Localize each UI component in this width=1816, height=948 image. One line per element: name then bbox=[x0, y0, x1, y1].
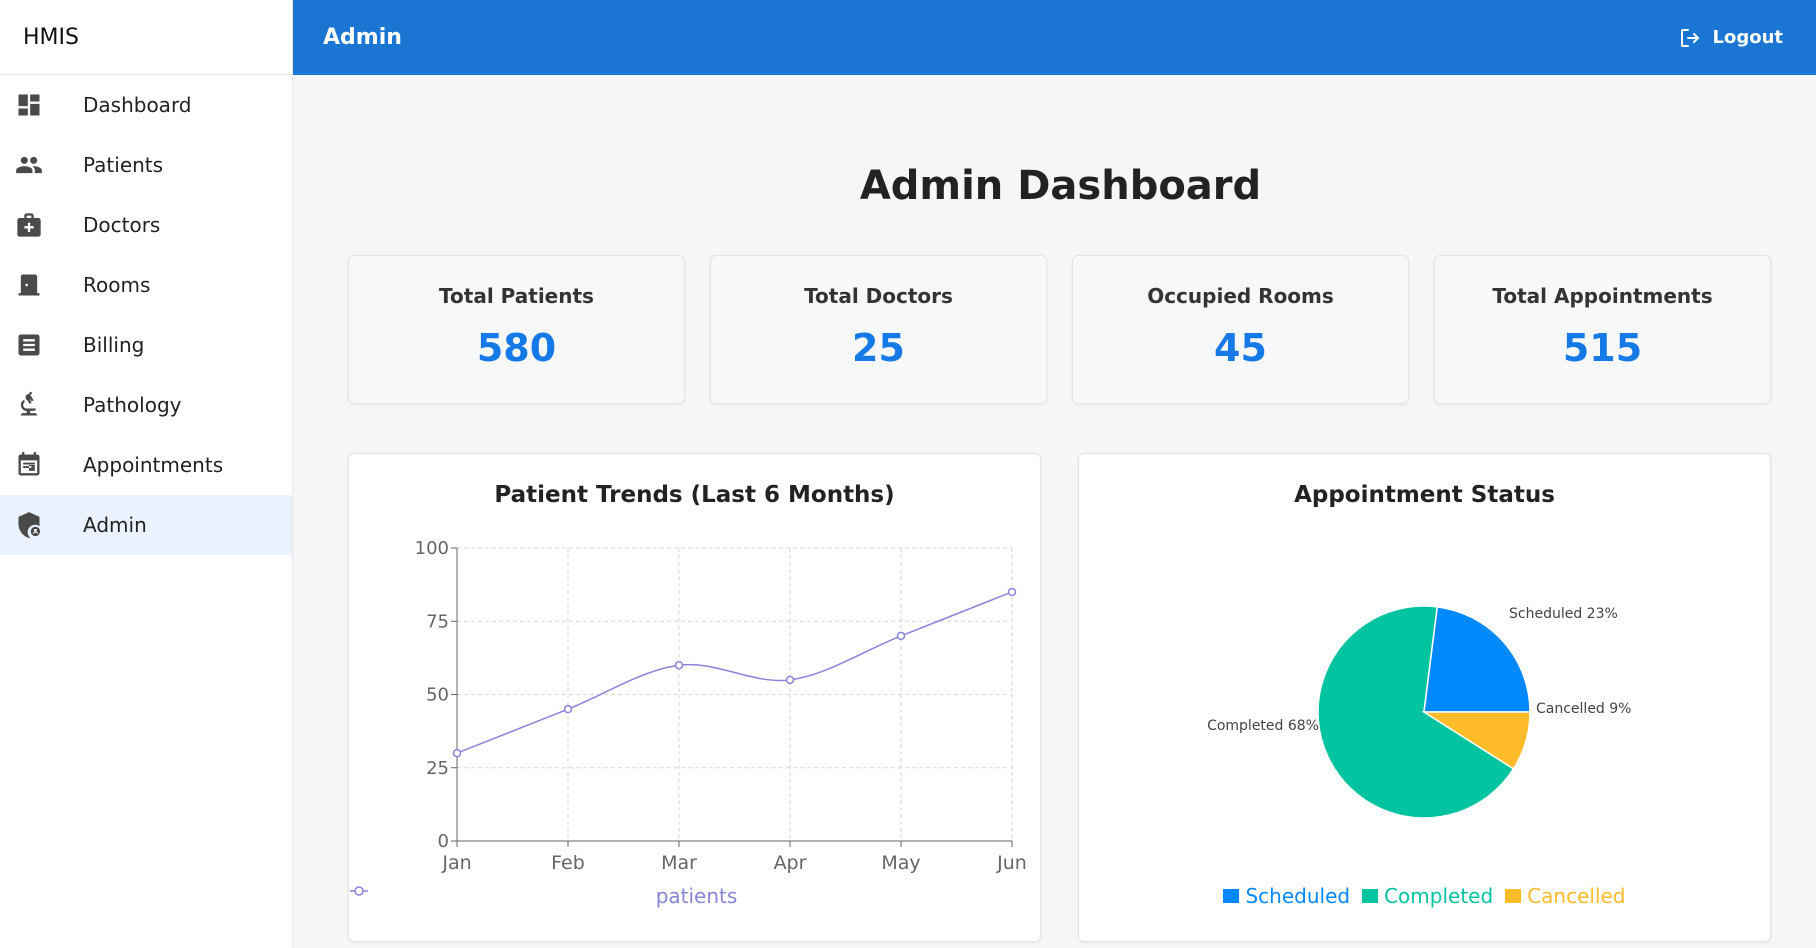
stat-value: 45 bbox=[1214, 326, 1267, 370]
x-tick-label: Jan bbox=[441, 852, 471, 874]
line-chart-legend: patients bbox=[349, 884, 1040, 908]
y-tick-label: 0 bbox=[438, 831, 449, 852]
sidebar-nav: Dashboard Patients Doctors Rooms Billing bbox=[0, 75, 292, 555]
logout-button[interactable]: Logout bbox=[1678, 26, 1783, 50]
x-tick-label: Mar bbox=[661, 852, 697, 874]
legend-item-patients[interactable]: patients bbox=[350, 884, 738, 908]
stat-title: Total Patients bbox=[439, 284, 594, 308]
legend-label: Cancelled bbox=[1527, 884, 1626, 908]
sidebar-item-billing[interactable]: Billing bbox=[0, 315, 292, 375]
sidebar-item-doctors[interactable]: Doctors bbox=[0, 195, 292, 255]
sidebar-item-label: Billing bbox=[83, 333, 145, 357]
main-content: Admin Dashboard Total Patients 580 Total… bbox=[293, 75, 1816, 948]
y-tick-label: 100 bbox=[415, 538, 449, 559]
sidebar-item-label: Dashboard bbox=[83, 93, 192, 117]
stat-value: 580 bbox=[476, 326, 557, 370]
stat-value: 25 bbox=[852, 326, 905, 370]
stat-card-total-patients: Total Patients 580 bbox=[348, 255, 685, 404]
slice-label: Completed 68% bbox=[1207, 718, 1319, 734]
data-point bbox=[452, 748, 462, 758]
chart-title: Patient Trends (Last 6 Months) bbox=[494, 482, 895, 508]
calendar-icon bbox=[14, 450, 44, 480]
data-point bbox=[1007, 587, 1017, 597]
page-title: Admin Dashboard bbox=[859, 163, 1262, 209]
people-icon bbox=[14, 150, 44, 180]
receipt-icon bbox=[14, 330, 44, 360]
pie-chart-legend: Scheduled Completed Cancelled bbox=[1079, 884, 1770, 908]
appointment-status-card: Appointment Status Scheduled 23% Complete… bbox=[1078, 453, 1771, 942]
section-title: Admin bbox=[323, 25, 402, 50]
y-tick-label: 50 bbox=[426, 685, 449, 706]
x-tick-label: Feb bbox=[551, 852, 585, 874]
legend-label: Completed bbox=[1384, 884, 1494, 908]
top-header: Admin Logout bbox=[293, 0, 1816, 75]
legend-swatch bbox=[1505, 889, 1522, 903]
stat-value: 515 bbox=[1562, 326, 1643, 370]
data-point bbox=[896, 631, 906, 641]
pie-slice-completed bbox=[1317, 605, 1515, 819]
line-legend-icon bbox=[350, 886, 368, 896]
sidebar: HMIS Dashboard Patients Doctors Rooms bbox=[0, 0, 293, 948]
brand-logo: HMIS bbox=[0, 0, 292, 75]
sidebar-item-label: Patients bbox=[83, 153, 164, 177]
x-tick-label: May bbox=[881, 852, 920, 874]
medical-bag-icon bbox=[14, 210, 44, 240]
stat-card-occupied-rooms: Occupied Rooms 45 bbox=[1072, 255, 1409, 404]
patient-trends-card: Patient Trends (Last 6 Months) 0 25 50 75 10… bbox=[348, 453, 1041, 942]
stat-title: Total Appointments bbox=[1492, 284, 1713, 308]
door-icon bbox=[14, 270, 44, 300]
sidebar-item-label: Admin bbox=[83, 513, 147, 537]
legend-label: Scheduled bbox=[1245, 884, 1351, 908]
y-tick-label: 75 bbox=[426, 611, 449, 632]
stat-card-total-doctors: Total Doctors 25 bbox=[710, 255, 1047, 404]
sidebar-item-admin[interactable]: Admin bbox=[0, 495, 292, 555]
data-point bbox=[785, 675, 795, 685]
sidebar-item-pathology[interactable]: Pathology bbox=[0, 375, 292, 435]
data-point bbox=[674, 660, 684, 670]
legend-swatch bbox=[1362, 889, 1379, 903]
slice-label: Cancelled 9% bbox=[1536, 701, 1631, 717]
sidebar-item-dashboard[interactable]: Dashboard bbox=[0, 75, 292, 135]
legend-swatch bbox=[1223, 889, 1240, 903]
data-point bbox=[563, 704, 573, 714]
stat-title: Total Doctors bbox=[804, 284, 953, 308]
dashboard-icon bbox=[14, 90, 44, 120]
sidebar-item-label: Pathology bbox=[83, 393, 182, 417]
microscope-icon bbox=[14, 390, 44, 420]
legend-item-completed[interactable]: Completed bbox=[1362, 884, 1493, 908]
x-tick-label: Apr bbox=[774, 852, 807, 874]
slice-label: Scheduled 23% bbox=[1509, 606, 1618, 622]
chart-title: Appointment Status bbox=[1294, 482, 1555, 508]
stat-title: Occupied Rooms bbox=[1147, 284, 1334, 308]
admin-shield-icon bbox=[14, 510, 44, 540]
series-line-patients bbox=[456, 591, 1013, 754]
appointment-status-chart: Scheduled 23% Completed 68% Cancelled 9% bbox=[1207, 605, 1631, 819]
sidebar-item-label: Rooms bbox=[83, 273, 151, 297]
legend-item-cancelled[interactable]: Cancelled bbox=[1505, 884, 1626, 908]
patient-trends-chart: 0 25 50 75 100 Jan Feb Mar Apr May Jun bbox=[415, 538, 1027, 874]
stat-card-total-appointments: Total Appointments 515 bbox=[1434, 255, 1771, 404]
legend-label: patients bbox=[655, 884, 738, 908]
logout-label: Logout bbox=[1712, 27, 1783, 48]
sidebar-item-label: Appointments bbox=[83, 453, 224, 477]
y-tick-label: 25 bbox=[426, 758, 449, 779]
pie-slice-cancelled bbox=[1421, 711, 1531, 770]
legend-item-scheduled[interactable]: Scheduled bbox=[1223, 884, 1350, 908]
sidebar-item-patients[interactable]: Patients bbox=[0, 135, 292, 195]
sidebar-item-rooms[interactable]: Rooms bbox=[0, 255, 292, 315]
logout-icon bbox=[1681, 28, 1700, 47]
pie-slice-scheduled bbox=[1423, 605, 1531, 713]
sidebar-item-label: Doctors bbox=[83, 213, 161, 237]
x-tick-label: Jun bbox=[996, 852, 1027, 874]
sidebar-item-appointments[interactable]: Appointments bbox=[0, 435, 292, 495]
